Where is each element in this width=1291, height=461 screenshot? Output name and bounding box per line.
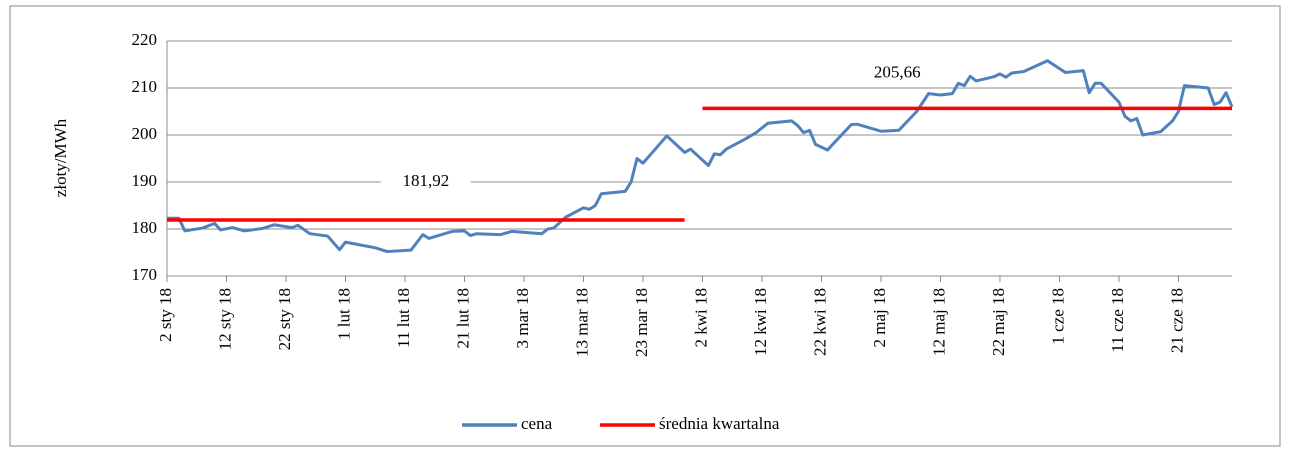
x-tick-label: 12 sty 18 [215,288,234,350]
x-tick-label: 22 maj 18 [989,288,1008,356]
annotation-box [852,62,943,85]
x-tick-label: 23 mar 18 [632,288,651,357]
legend-label: średnia kwartalna [659,414,780,433]
x-tick-label: 11 lut 18 [394,288,413,348]
y-tick-label: 220 [132,30,158,49]
series-line [167,59,1234,254]
annotation: 181,92 [402,171,449,190]
x-tick-label: 22 kwi 18 [810,288,829,356]
annotation: 205,66 [874,62,921,81]
y-tick-label: 180 [132,218,158,237]
x-tick-label: 21 cze 18 [1167,288,1186,353]
legend-label: cena [521,414,553,433]
x-tick-label: 21 lut 18 [453,288,472,348]
y-tick-label: 170 [132,265,158,284]
x-tick-label: 2 kwi 18 [691,288,710,348]
x-tick-label: 12 maj 18 [929,288,948,356]
chart-border [9,5,1281,447]
y-axis-label: złoty/MWh [51,118,70,197]
x-tick-label: 13 mar 18 [572,288,591,357]
x-tick-label: 22 sty 18 [275,288,294,350]
x-tick-label: 11 cze 18 [1108,288,1127,353]
x-tick-label: 1 lut 18 [334,288,353,340]
series-line [167,106,1232,222]
y-tick-label: 190 [132,171,158,190]
x-tick-label: 2 maj 18 [870,288,889,348]
y-tick-label: 210 [132,77,158,96]
annotation-box [380,170,471,193]
x-tick-label: 3 mar 18 [513,288,532,348]
y-tick-label: 200 [132,124,158,143]
x-tick-label: 12 kwi 18 [751,288,770,356]
x-tick-label: 1 cze 18 [1048,288,1067,345]
x-tick-label: 2 sty 18 [156,288,175,342]
